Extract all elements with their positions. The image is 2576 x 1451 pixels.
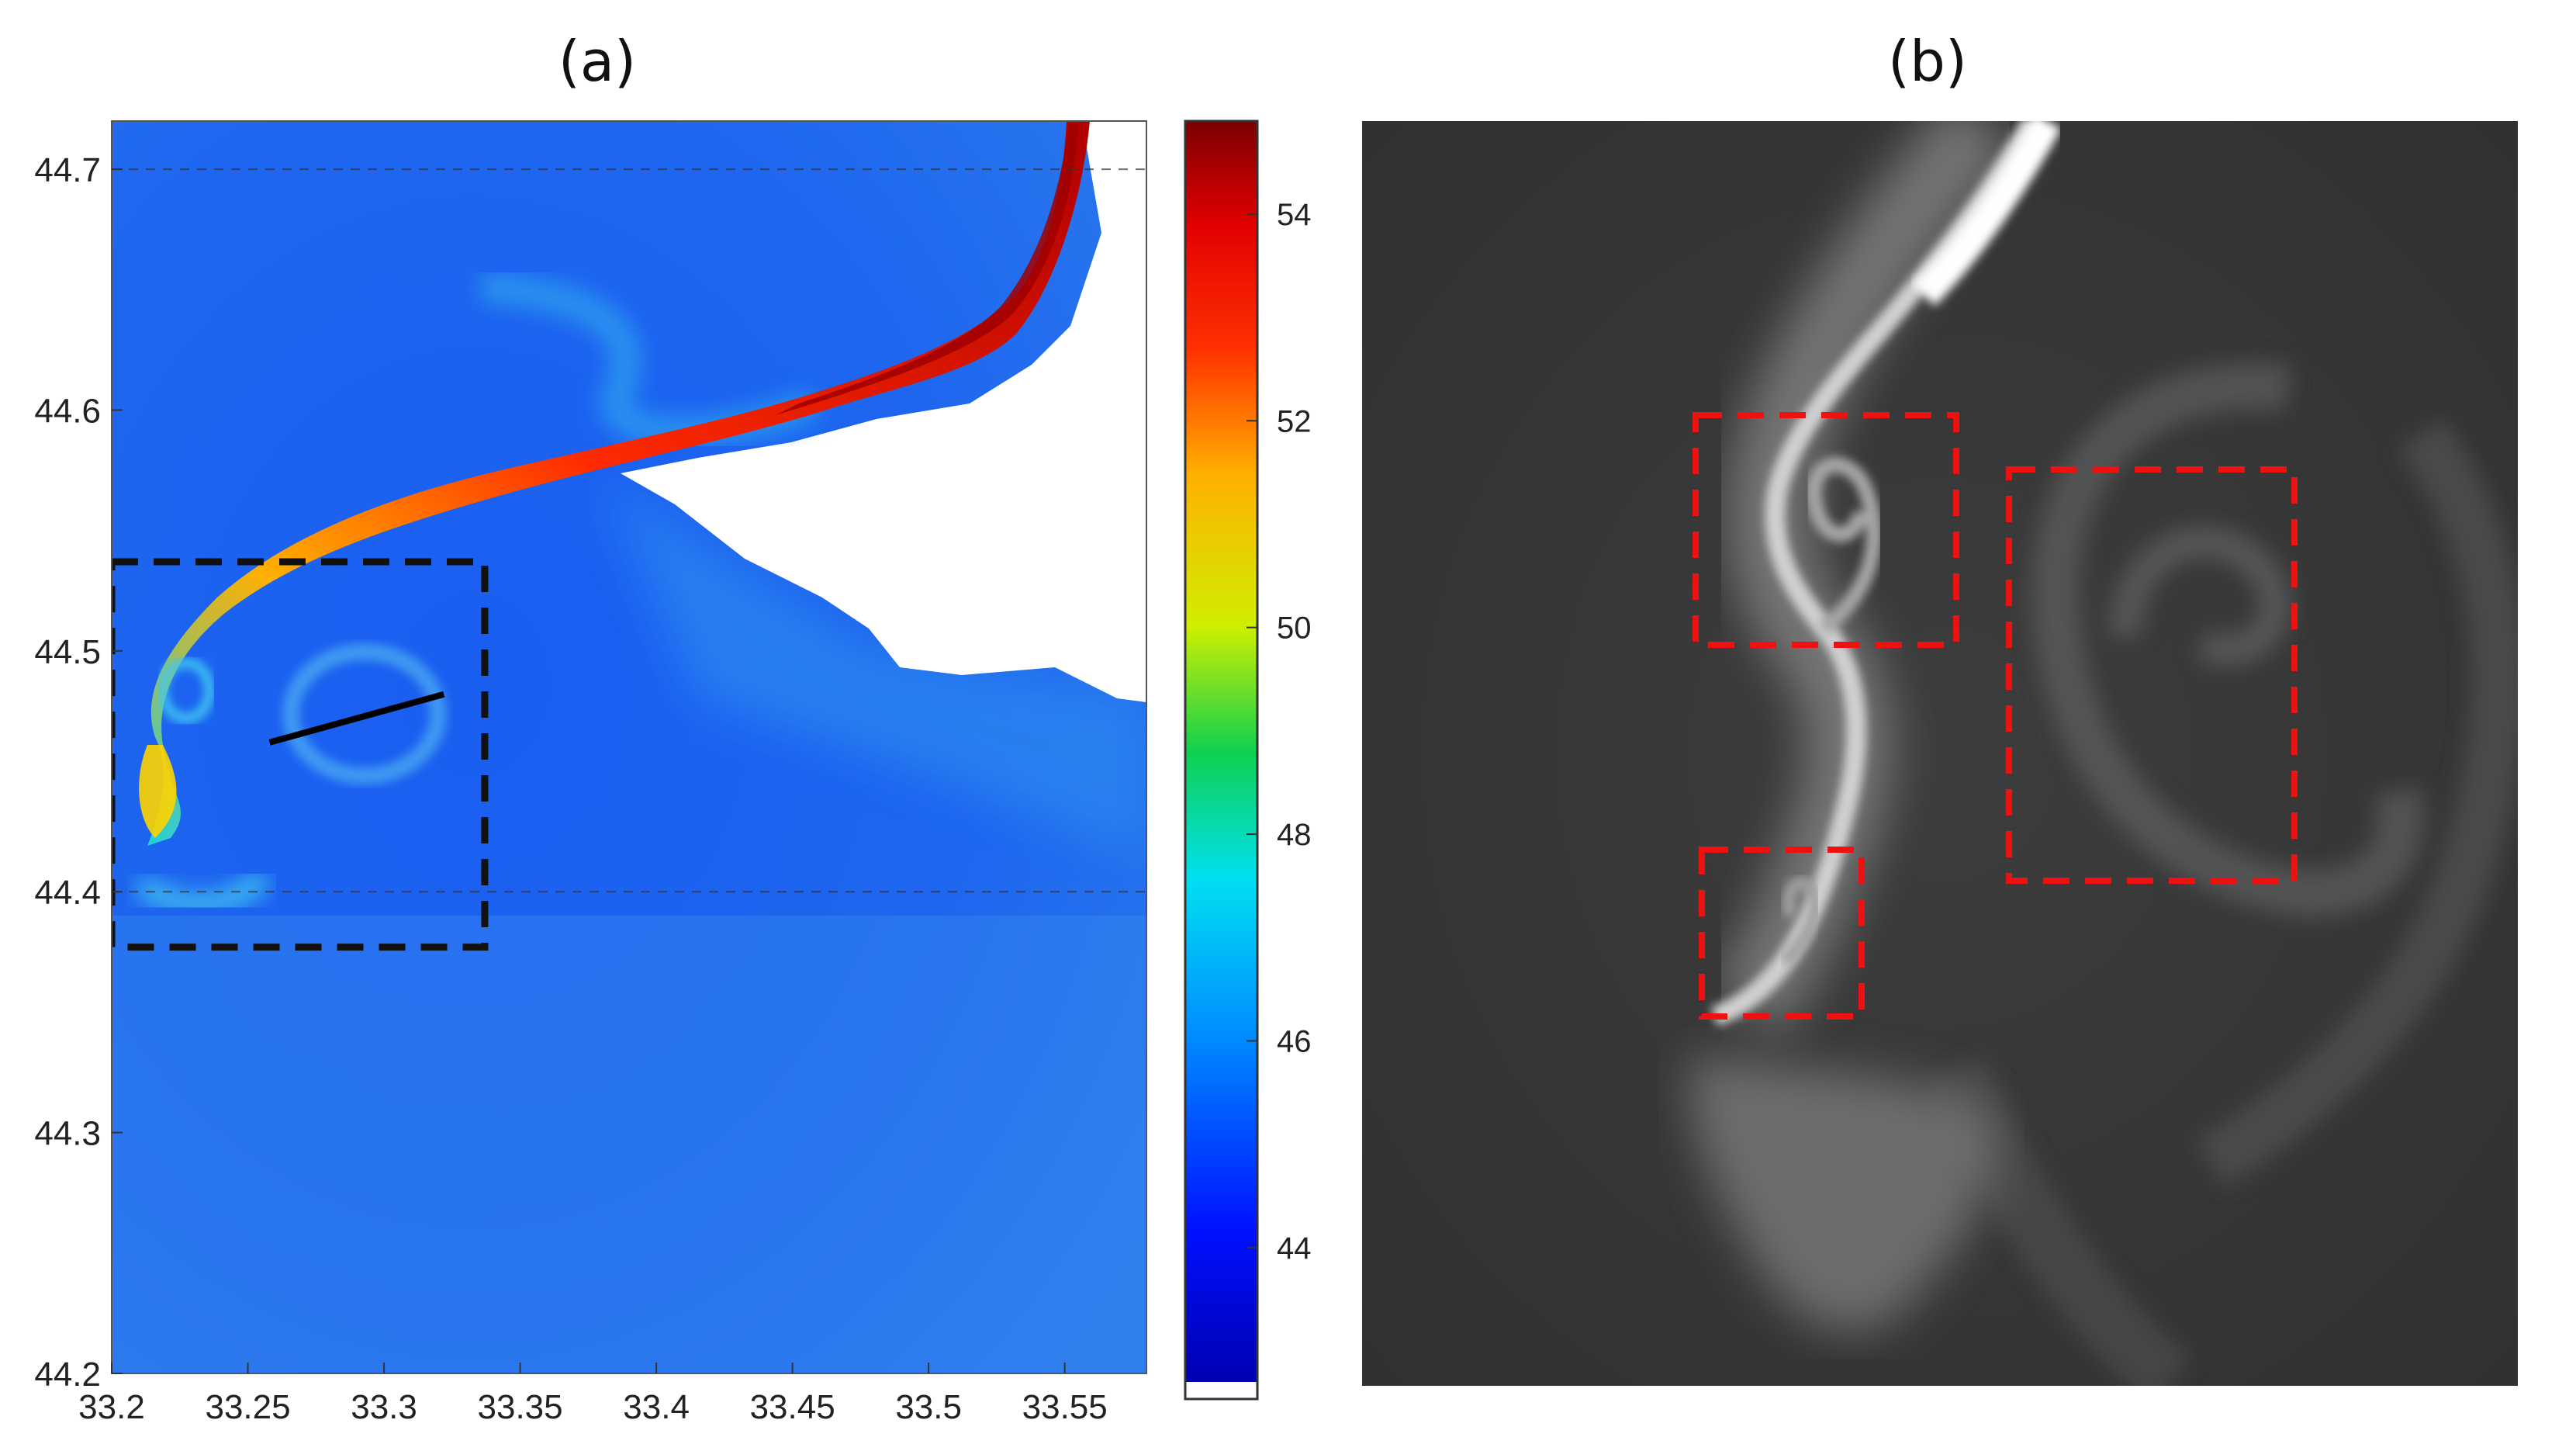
colorbar-tick-label: 50 — [1277, 611, 1312, 646]
panel-a-eddy — [282, 643, 447, 784]
panel-a-plume-core — [776, 124, 1078, 415]
x-tick-label: 33.55 — [1022, 1388, 1108, 1426]
panel-a-grid — [112, 168, 1146, 893]
y-tick-label: 44.5 — [34, 633, 101, 671]
panel-b-box-upper — [1693, 412, 1959, 648]
colorbar-tick-label: 52 — [1277, 404, 1312, 438]
panel-a-land-corner — [1117, 121, 1146, 168]
panel-b-image — [1362, 121, 2518, 1386]
y-tick-label: 44.6 — [34, 392, 101, 430]
panel-b-lower-patch — [1689, 1055, 1994, 1332]
x-tick-label: 33.35 — [478, 1388, 563, 1426]
colorbar-ticks: 44 46 48 50 52 54 — [1247, 198, 1312, 1266]
panel-a-land — [621, 121, 1146, 702]
panel-a-region-box — [112, 558, 489, 951]
panel-a-y-axis: 44.2 44.3 44.4 44.5 44.6 44.7 — [34, 151, 123, 1394]
colorbar-tick-label: 46 — [1277, 1024, 1312, 1058]
panel-b-box-lower — [1699, 847, 1865, 1020]
x-tick-label: 33.2 — [78, 1388, 145, 1426]
panel-b-lower-swirl — [1779, 877, 1821, 967]
x-tick-label: 33.45 — [750, 1388, 835, 1426]
panel-a-small-eddy — [158, 658, 214, 723]
panel-b-box-right — [2006, 466, 2298, 884]
panel-b-boxes — [1693, 412, 2298, 1020]
panel-b-label: (b) — [1888, 29, 1967, 94]
colorbar-tick-label: 44 — [1277, 1231, 1312, 1266]
x-tick-label: 33.5 — [895, 1388, 962, 1426]
panel-b-bright-top — [1912, 121, 2062, 306]
y-tick-label: 44.3 — [34, 1115, 101, 1153]
panel-a-axes-frame — [111, 120, 1147, 1374]
panel-a-south-water — [112, 916, 1146, 1373]
colorbar-white-cap — [1185, 1382, 1257, 1399]
colorbar-gradient — [1185, 121, 1257, 1382]
panel-a-coastal-band — [605, 481, 1146, 854]
colorbar-tick-label: 54 — [1277, 198, 1312, 232]
x-tick-label: 33.4 — [623, 1388, 690, 1426]
y-tick-label: 44.7 — [34, 151, 101, 189]
colorbar-frame — [1184, 119, 1259, 1401]
panel-a-map — [112, 121, 1146, 1373]
panel-a-x-axis: 33.2 33.25 33.3 33.35 33.4 33.45 33.5 33.55 — [78, 1363, 1108, 1426]
panel-a-swirl — [133, 869, 271, 915]
panel-b-upper-swirl — [1806, 456, 1882, 635]
panel-a-transect-line — [268, 691, 445, 746]
x-tick-label: 33.3 — [351, 1388, 417, 1426]
x-tick-label: 33.25 — [205, 1388, 290, 1426]
panel-a-plume-tip — [139, 745, 177, 838]
y-tick-label: 44.2 — [34, 1356, 101, 1394]
y-tick-label: 44.4 — [34, 874, 101, 912]
panel-a-colorbar: 44 46 48 50 52 54 — [1184, 119, 1312, 1401]
panel-a-label: (a) — [558, 29, 636, 94]
colorbar-tick-label: 48 — [1277, 818, 1312, 852]
